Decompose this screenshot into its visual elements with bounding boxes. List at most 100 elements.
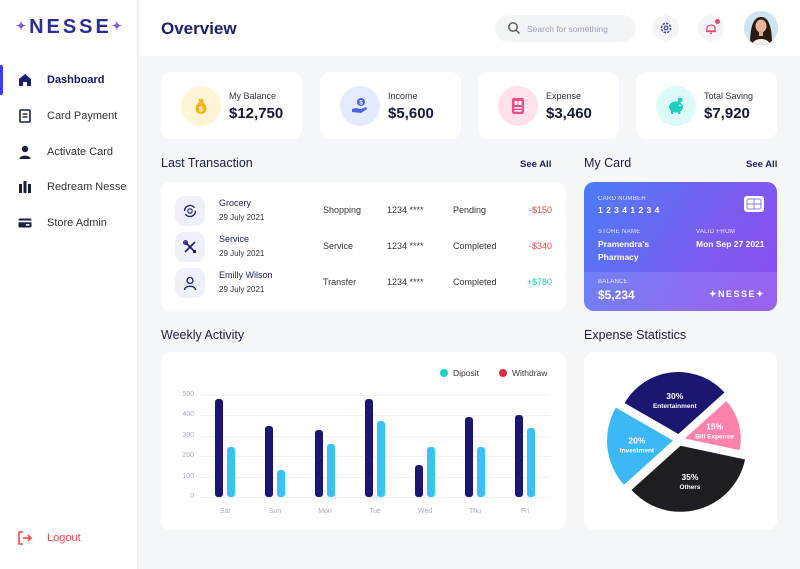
search-icon bbox=[508, 22, 520, 34]
transaction-name: Grocery bbox=[219, 198, 252, 208]
pie-slice-percent: 35% bbox=[681, 472, 698, 482]
bar-diposit-mon[interactable] bbox=[315, 429, 323, 497]
section-title-expense-statistics: Expense Statistics bbox=[584, 328, 687, 342]
pie-slice-label: Investment bbox=[620, 447, 655, 454]
stat-icon-badge: $ bbox=[340, 86, 380, 126]
tools-icon bbox=[183, 240, 196, 253]
bar-diposit-sat[interactable] bbox=[215, 399, 223, 497]
spark-icon: ✦ bbox=[111, 19, 125, 33]
avatar-image bbox=[744, 11, 778, 45]
bar-diposit-thu[interactable] bbox=[465, 417, 473, 497]
hand-coin-icon: $ bbox=[352, 98, 367, 113]
stat-card-total-saving[interactable]: Total Saving $7,920 bbox=[636, 72, 777, 139]
bar-withdraw-sun[interactable] bbox=[277, 470, 285, 497]
my-card-see-all-link[interactable]: See All bbox=[746, 159, 778, 170]
bar-withdraw-sat[interactable] bbox=[227, 447, 235, 497]
search-input[interactable] bbox=[527, 20, 631, 37]
transaction-card: 1234 **** bbox=[387, 241, 424, 251]
header: Overview bbox=[139, 0, 800, 56]
pie-slice-label: Bill Expense bbox=[695, 433, 734, 440]
stat-icon-badge bbox=[656, 86, 696, 126]
store-name-label: STORE NAME bbox=[598, 229, 641, 235]
section-title-weekly-activity: Weekly Activity bbox=[161, 328, 245, 342]
stat-value: $5,600 bbox=[388, 105, 434, 122]
bar-withdraw-thu[interactable] bbox=[477, 447, 485, 497]
y-tick-label: 300 bbox=[182, 431, 194, 439]
transaction-icon-badge bbox=[175, 268, 205, 298]
sidebar-item-label: Redream Nesse bbox=[47, 181, 127, 193]
transaction-row[interactable]: Grocery 29 July 2021 Shopping 1234 **** … bbox=[161, 194, 566, 228]
x-tick-label: Tue bbox=[369, 508, 381, 515]
transaction-amount: -$340 bbox=[528, 241, 552, 251]
gridline bbox=[200, 395, 550, 396]
x-tick-label: Wed bbox=[417, 508, 433, 515]
transaction-icon-badge bbox=[175, 196, 205, 226]
brand-logo[interactable]: ✦NESSE✦ bbox=[16, 16, 125, 39]
bar-withdraw-mon[interactable] bbox=[327, 443, 335, 497]
sidebar-item-dashboard[interactable]: Dashboard bbox=[0, 63, 137, 97]
transaction-category: Shopping bbox=[323, 205, 362, 215]
gridline bbox=[200, 456, 550, 458]
transaction-row[interactable]: Emilly Wilson 29 July 2021 Transfer 1234… bbox=[161, 266, 566, 300]
valid-from-label: VALID FROM bbox=[696, 229, 736, 235]
y-tick-label: 500 bbox=[182, 391, 194, 398]
page-title: Overview bbox=[161, 19, 237, 38]
sidebar-item-label: Activate Card bbox=[47, 146, 114, 158]
gridline bbox=[200, 497, 550, 498]
logout-button[interactable]: Logout bbox=[0, 528, 137, 550]
notification-dot bbox=[715, 19, 720, 24]
section-title-my-card: My Card bbox=[584, 156, 632, 170]
pie-slice-entertainment[interactable] bbox=[624, 372, 725, 435]
sidebar-item-label: Dashboard bbox=[47, 74, 105, 86]
transactions-see-all-link[interactable]: See All bbox=[520, 159, 552, 170]
transaction-amount: -$150 bbox=[528, 205, 552, 215]
stat-label: Expense bbox=[546, 91, 582, 101]
avatar[interactable] bbox=[744, 11, 778, 45]
notifications-button[interactable] bbox=[698, 15, 724, 41]
expense-statistics-panel: 30% Entertainment 15% Bill Expense 35% Others… bbox=[584, 352, 777, 530]
stat-icon-badge bbox=[498, 86, 538, 126]
settings-button[interactable] bbox=[653, 15, 679, 41]
credit-card[interactable]: CARD NUMBER 1 2 3 4 1 2 3 4 STORE NAME P… bbox=[584, 182, 777, 311]
stat-icon-badge: $ bbox=[181, 86, 221, 126]
bar-withdraw-wed[interactable] bbox=[427, 447, 435, 497]
stat-card-expense[interactable]: Expense $3,460 bbox=[478, 72, 619, 139]
pie-slice-label: Others bbox=[679, 484, 700, 491]
sidebar-item-label: Card Payment bbox=[47, 110, 118, 122]
card-icon bbox=[18, 218, 32, 228]
stat-label: Income bbox=[388, 91, 418, 101]
pie-slice-investment[interactable] bbox=[607, 407, 674, 485]
transaction-row[interactable]: Service 29 July 2021 Service 1234 **** C… bbox=[161, 230, 566, 264]
bar-diposit-wed[interactable] bbox=[415, 465, 423, 497]
sidebar-item-card-payment[interactable]: Card Payment bbox=[0, 99, 137, 133]
legend-label-withdraw: Withdraw bbox=[512, 368, 548, 378]
x-tick-label: Mon bbox=[318, 508, 332, 515]
stat-card-balance[interactable]: $ My Balance $12,750 bbox=[161, 72, 302, 139]
sidebar-item-redream-nesse[interactable]: Redream Nesse bbox=[0, 170, 137, 204]
pie-slice-bill-expense[interactable] bbox=[684, 400, 741, 451]
card-footer-band bbox=[584, 272, 777, 311]
stat-card-income[interactable]: $ Income $5,600 bbox=[320, 72, 461, 139]
legend-dot-deposit bbox=[440, 369, 448, 377]
sidebar-item-store-admin[interactable]: Store Admin bbox=[0, 206, 137, 240]
sidebar-item-label: Store Admin bbox=[47, 217, 107, 229]
bar-withdraw-fri[interactable] bbox=[527, 427, 535, 497]
bar-diposit-sun[interactable] bbox=[265, 425, 273, 497]
bar-diposit-fri[interactable] bbox=[515, 415, 523, 497]
svg-text:$: $ bbox=[199, 107, 203, 114]
refresh-icon bbox=[183, 204, 197, 218]
transaction-category: Transfer bbox=[323, 277, 357, 287]
pie-slice-percent: 20% bbox=[628, 435, 645, 445]
home-icon bbox=[19, 74, 31, 86]
bar-diposit-tue[interactable] bbox=[365, 399, 373, 497]
sidebar-item-activate-card[interactable]: Activate Card bbox=[0, 135, 137, 169]
logout-icon bbox=[18, 531, 33, 545]
card-number: 1 2 3 4 1 2 3 4 bbox=[598, 205, 660, 215]
bar-withdraw-tue[interactable] bbox=[377, 420, 385, 497]
search-box[interactable] bbox=[495, 15, 636, 42]
transaction-status: Completed bbox=[453, 241, 497, 251]
transactions-panel: Grocery 29 July 2021 Shopping 1234 **** … bbox=[161, 182, 566, 311]
svg-text:$: $ bbox=[359, 101, 363, 107]
pie-slice-others[interactable] bbox=[631, 445, 746, 512]
x-tick-label: Sat bbox=[219, 508, 231, 515]
